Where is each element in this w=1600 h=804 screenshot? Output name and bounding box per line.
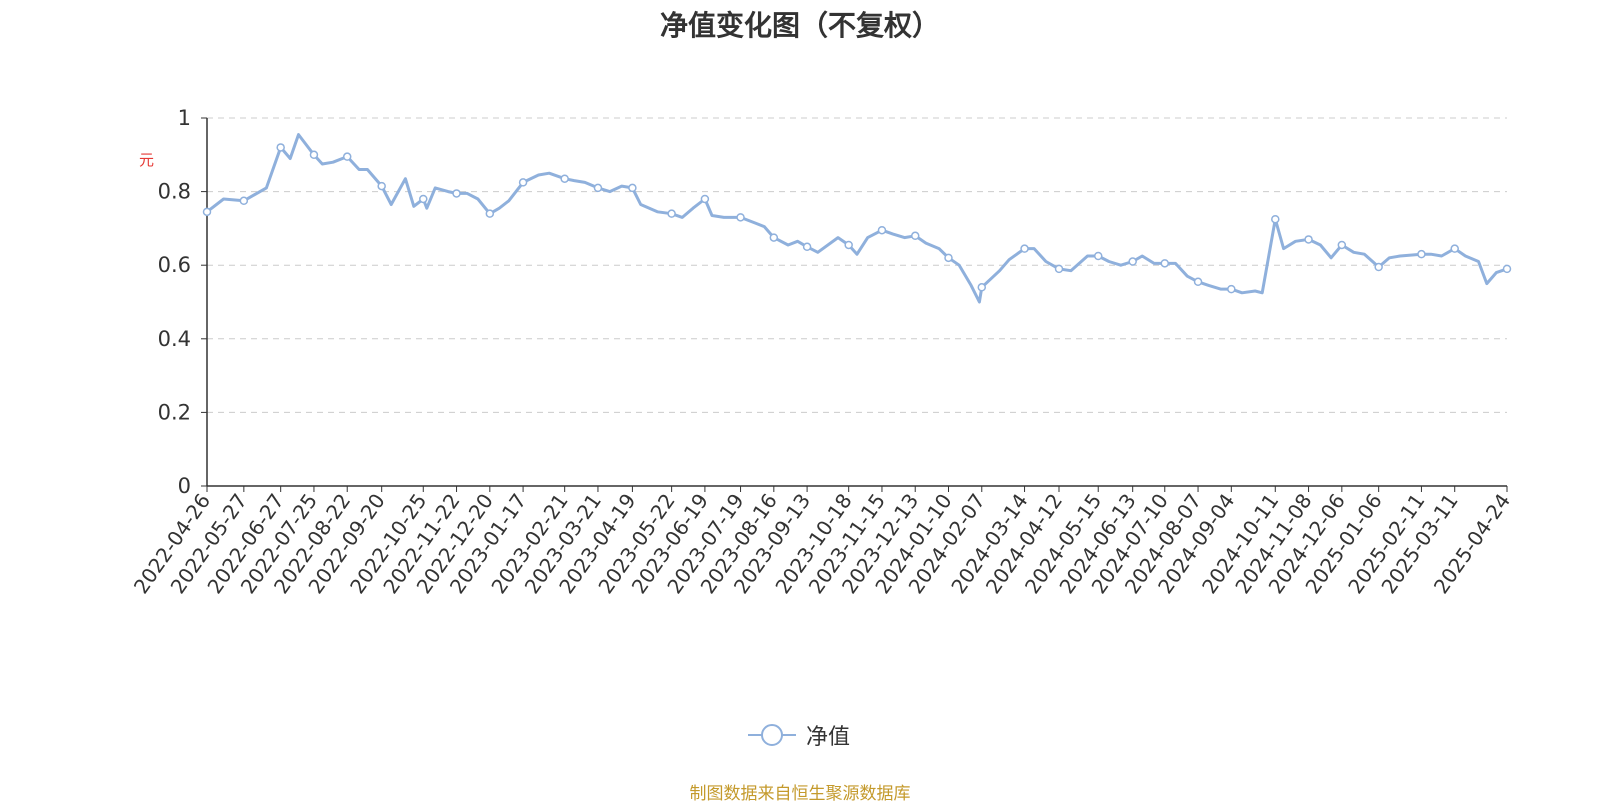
series-line: [206, 133, 1508, 304]
data-point-marker: [1128, 257, 1137, 266]
data-point-marker: [667, 209, 676, 218]
data-point-marker: [700, 194, 710, 204]
data-point-marker: [1160, 259, 1170, 268]
y-tick-label: 0.6: [158, 253, 191, 277]
data-point-marker: [1093, 251, 1103, 261]
data-point-marker: [518, 178, 528, 187]
data-point-marker: [377, 181, 386, 191]
data-point-marker: [1417, 249, 1426, 259]
y-axis-unit-label: 元: [137, 152, 155, 167]
legend-line-circle-icon: [748, 724, 796, 746]
data-point-marker: [202, 207, 212, 217]
data-point-marker: [1271, 214, 1280, 224]
data-point-marker: [877, 225, 887, 235]
data-point-marker: [560, 174, 569, 183]
data-point-marker: [1020, 244, 1029, 253]
data-point-marker: [309, 150, 319, 160]
data-point-marker: [276, 143, 285, 152]
data-point-marker: [1227, 284, 1236, 294]
data-point-marker: [1054, 264, 1064, 274]
y-tick-label: 0: [178, 474, 191, 498]
data-source-note: 制图数据来自恒生聚源数据库: [689, 784, 911, 804]
data-point-marker: [593, 183, 603, 193]
data-point-marker: [342, 152, 352, 161]
data-point-marker: [452, 189, 461, 198]
data-point-marker: [239, 196, 249, 206]
y-tick-label: 0.8: [158, 180, 191, 204]
data-point-marker: [1502, 264, 1512, 274]
data-point-marker: [802, 242, 812, 252]
data-point-marker: [1193, 277, 1203, 287]
data-point-marker: [1337, 240, 1347, 250]
data-point-marker: [844, 240, 853, 250]
data-point-marker: [944, 253, 953, 263]
data-point-marker: [419, 194, 428, 204]
legend[interactable]: 净值: [748, 720, 850, 750]
y-tick-label: 0.4: [158, 327, 191, 351]
data-point-marker: [1374, 262, 1383, 272]
legend-label: 净值: [806, 725, 851, 750]
y-tick-label: 0.2: [158, 400, 191, 424]
data-point-marker: [736, 213, 745, 222]
data-point-marker: [977, 283, 987, 292]
data-point-marker: [628, 183, 637, 193]
data-point-marker: [1304, 235, 1313, 244]
data-point-marker: [485, 209, 495, 218]
data-point-marker: [910, 231, 920, 241]
chart-title: 净值变化图（不复权）: [659, 9, 940, 42]
data-point-marker: [769, 233, 779, 242]
y-tick-label: 1: [178, 106, 191, 130]
data-point-marker: [1450, 244, 1459, 253]
